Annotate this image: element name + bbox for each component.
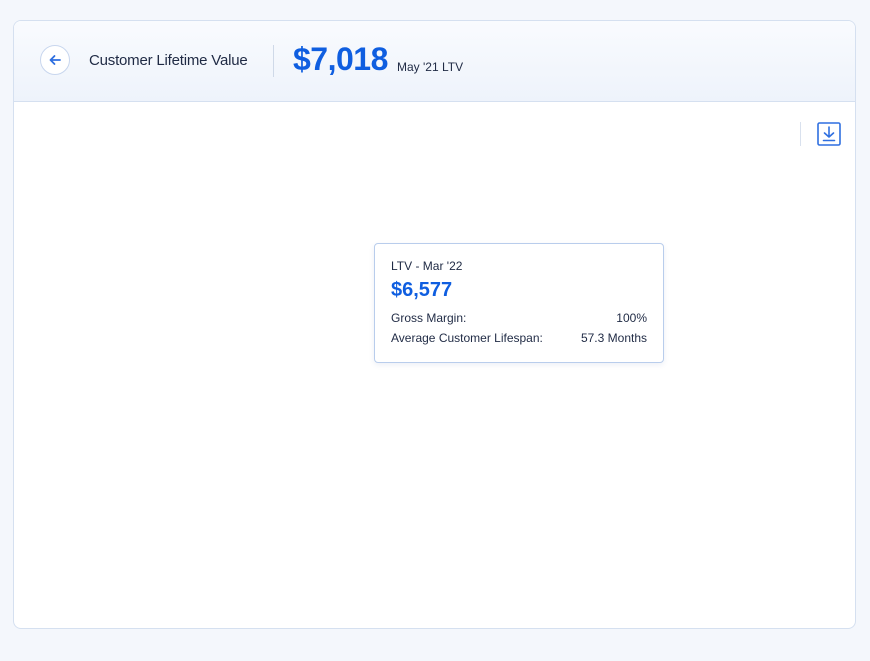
download-button[interactable] xyxy=(817,122,841,146)
header-divider xyxy=(273,45,274,77)
card-header: Customer Lifetime Value $7,018 May '21 L… xyxy=(14,21,855,102)
ltv-value: $7,018 xyxy=(293,41,388,77)
ltv-value-caption: May '21 LTV xyxy=(397,60,464,74)
arrow-left-icon xyxy=(49,55,61,65)
tooltip-value: $6,577 xyxy=(391,279,453,301)
page-title: Customer Lifetime Value xyxy=(89,52,248,69)
back-button[interactable] xyxy=(40,45,70,75)
tooltip-title: LTV - Mar '22 xyxy=(391,259,463,273)
tooltip-row-label: Gross Margin: xyxy=(391,311,467,325)
tooltip-row-gross-margin: Gross Margin: 100% xyxy=(391,311,647,325)
tooltip-row-value: 100% xyxy=(616,311,647,325)
data-tooltip: LTV - Mar '22 $6,577 Gross Margin: 100% … xyxy=(374,243,664,363)
tooltip-row-lifespan: Average Customer Lifespan: 57.3 Months xyxy=(391,331,647,345)
tooltip-row-label: Average Customer Lifespan: xyxy=(391,331,543,345)
toolbar-divider xyxy=(800,122,801,146)
download-icon xyxy=(817,122,841,146)
tooltip-row-value: 57.3 Months xyxy=(580,331,647,345)
